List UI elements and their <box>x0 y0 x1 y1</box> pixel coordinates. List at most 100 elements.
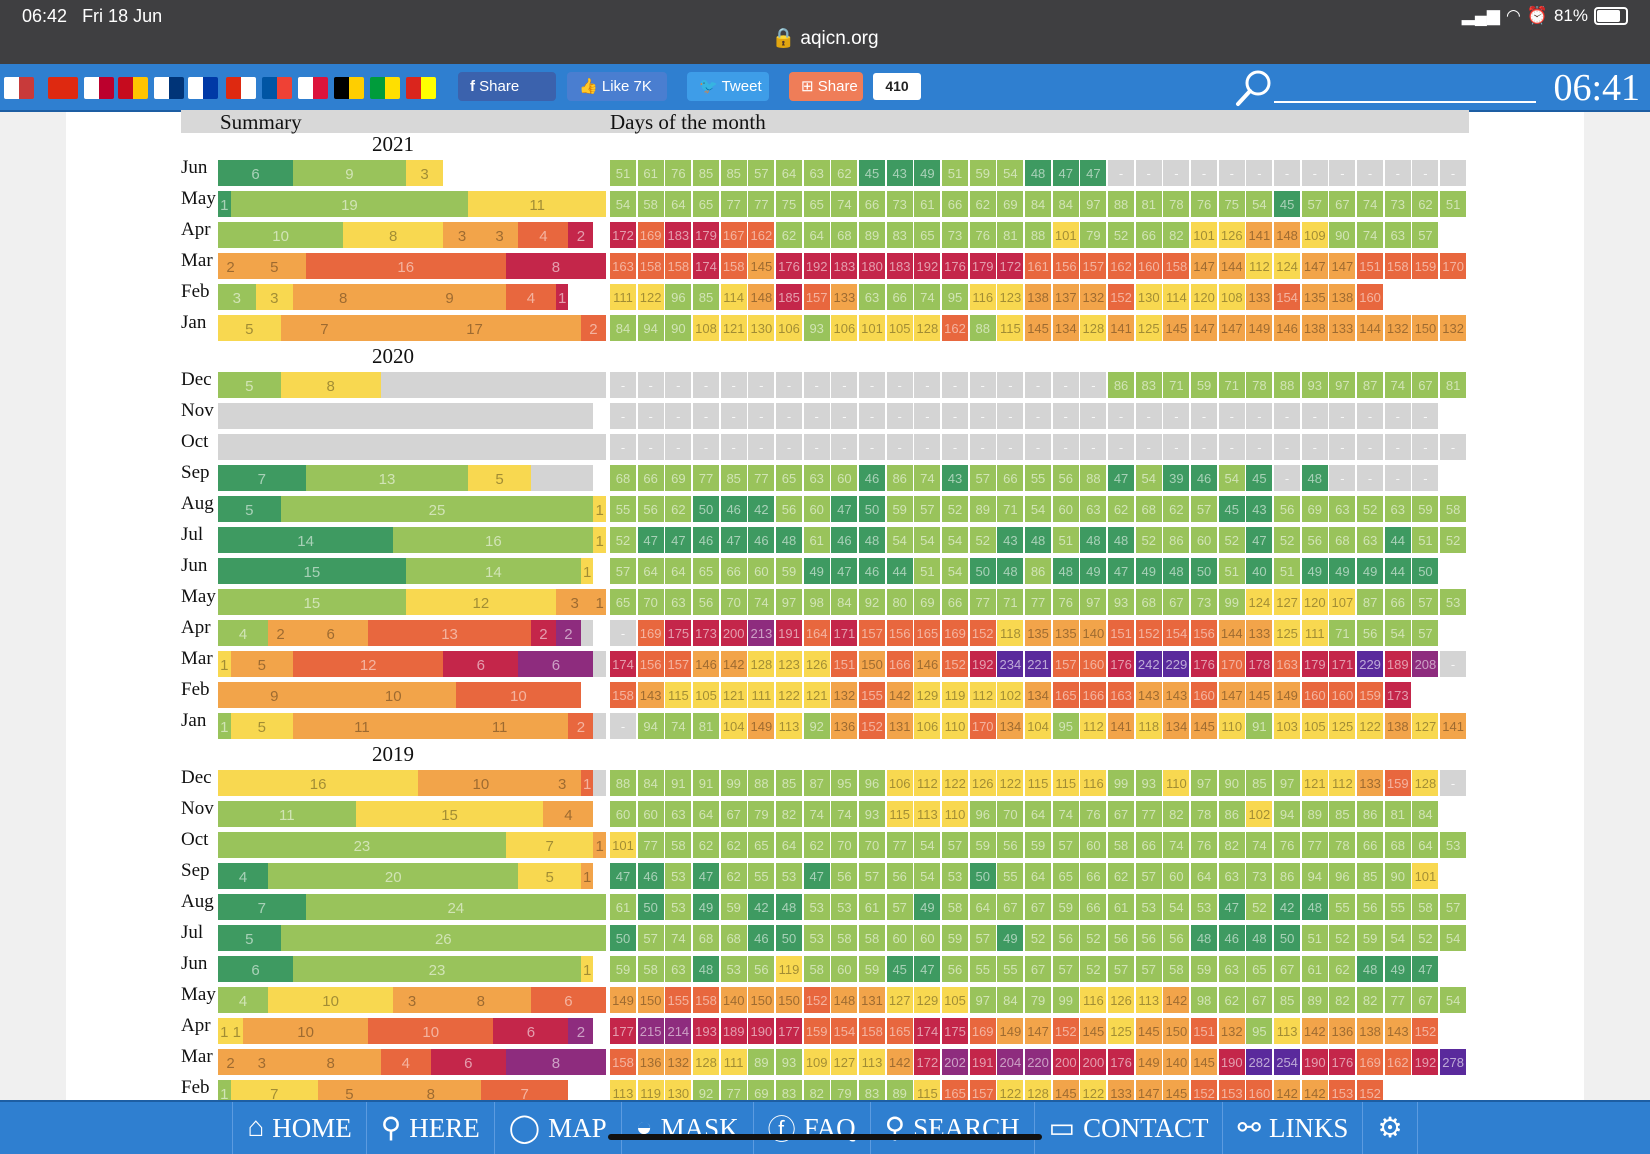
day-cell[interactable]: 151 <box>1191 1018 1218 1044</box>
day-cell[interactable]: 128 <box>693 1049 719 1075</box>
day-cell[interactable]: 77 <box>1384 987 1411 1013</box>
day-cell[interactable]: 52 <box>969 527 996 553</box>
day-cell[interactable]: 48 <box>1108 527 1135 553</box>
day-cell[interactable]: 254 <box>1274 1049 1301 1075</box>
day-cell[interactable]: 66 <box>1080 894 1107 920</box>
day-cell[interactable]: - <box>969 434 996 460</box>
day-cell[interactable]: - <box>1135 434 1162 460</box>
day-cell[interactable]: 134 <box>1052 315 1079 341</box>
month-summary-bar[interactable]: 15 12 3 1 <box>218 589 606 615</box>
day-cell[interactable]: 48 <box>1246 925 1273 951</box>
day-cell[interactable]: 56 <box>831 863 858 889</box>
day-cell[interactable]: 97 <box>1274 770 1301 796</box>
day-cell[interactable]: 83 <box>1135 372 1162 398</box>
day-cell[interactable]: 52 <box>1440 527 1467 553</box>
day-cell[interactable]: 49 <box>914 894 941 920</box>
day-cell[interactable]: - <box>803 403 830 429</box>
day-cell[interactable]: 47 <box>831 558 858 584</box>
day-cell[interactable]: 142 <box>1301 1080 1328 1100</box>
day-cell[interactable]: 234 <box>997 651 1024 677</box>
day-cell[interactable]: 123 <box>997 284 1024 310</box>
day-cell[interactable]: 88 <box>1025 222 1052 248</box>
day-cell[interactable]: 90 <box>665 315 692 341</box>
day-cell[interactable]: 104 <box>720 713 747 739</box>
day-cell[interactable]: 108 <box>693 315 719 341</box>
day-cell[interactable]: - <box>803 372 830 398</box>
day-cell[interactable]: 158 <box>1384 253 1411 279</box>
china-flag[interactable] <box>48 77 78 99</box>
day-cell[interactable]: 149 <box>748 713 775 739</box>
day-cell[interactable]: 158 <box>859 1018 886 1044</box>
day-cell[interactable]: - <box>1163 434 1190 460</box>
day-cell[interactable]: 191 <box>969 1049 996 1075</box>
france-flag[interactable] <box>262 77 292 99</box>
day-cell[interactable]: 47 <box>914 956 941 982</box>
day-cell[interactable]: 53 <box>720 956 747 982</box>
day-cell[interactable]: 149 <box>610 987 636 1013</box>
day-cell[interactable]: 214 <box>665 1018 692 1044</box>
month-summary-bar[interactable]: 23 7 1 <box>218 832 606 858</box>
day-cell[interactable]: 50 <box>1274 925 1301 951</box>
day-cell[interactable]: 52 <box>1246 894 1273 920</box>
day-cell[interactable]: 177 <box>776 1018 803 1044</box>
day-cell[interactable]: 145 <box>1191 713 1218 739</box>
day-cell[interactable]: 157 <box>1052 651 1079 677</box>
day-cell[interactable]: 90 <box>1218 770 1245 796</box>
day-cell[interactable]: 113 <box>1135 987 1162 1013</box>
day-cell[interactable]: 60 <box>831 956 858 982</box>
day-cell[interactable]: 59 <box>610 956 636 982</box>
day-cell[interactable]: 50 <box>1412 558 1439 584</box>
month-summary-bar[interactable] <box>218 434 606 460</box>
day-cell[interactable]: 97 <box>1329 372 1356 398</box>
vietnam-flag[interactable] <box>406 77 436 99</box>
day-cell[interactable]: 120 <box>1301 589 1328 615</box>
day-cell[interactable]: 54 <box>914 863 941 889</box>
tweet-button[interactable]: 🐦 Tweet <box>687 72 769 101</box>
day-cell[interactable]: - <box>969 372 996 398</box>
day-cell[interactable]: 50 <box>969 558 996 584</box>
day-cell[interactable]: 142 <box>1301 1018 1328 1044</box>
day-cell[interactable]: 46 <box>859 465 886 491</box>
day-cell[interactable]: 78 <box>1329 832 1356 858</box>
day-cell[interactable]: 56 <box>637 496 664 522</box>
day-cell[interactable]: 86 <box>1274 863 1301 889</box>
day-cell[interactable]: 63 <box>1218 863 1245 889</box>
day-cell[interactable]: 115 <box>1025 770 1052 796</box>
day-cell[interactable]: 48 <box>1163 558 1190 584</box>
day-cell[interactable]: 83 <box>776 1080 803 1100</box>
day-cell[interactable]: - <box>1329 434 1356 460</box>
day-cell[interactable]: 63 <box>1384 222 1411 248</box>
day-cell[interactable]: 89 <box>886 1080 913 1100</box>
day-cell[interactable]: 76 <box>1052 589 1079 615</box>
day-cell[interactable]: - <box>1412 434 1439 460</box>
day-cell[interactable]: 142 <box>1274 1080 1301 1100</box>
day-cell[interactable]: 126 <box>803 651 830 677</box>
day-cell[interactable]: 103 <box>1274 713 1301 739</box>
day-cell[interactable]: 62 <box>831 160 858 186</box>
day-cell[interactable]: 99 <box>1052 987 1079 1013</box>
day-cell[interactable]: 145 <box>1080 1018 1107 1044</box>
day-cell[interactable]: 54 <box>914 527 941 553</box>
day-cell[interactable]: 53 <box>665 863 692 889</box>
day-cell[interactable]: - <box>1135 403 1162 429</box>
day-cell[interactable]: 152 <box>969 620 996 646</box>
month-summary-bar[interactable]: 5 7 17 2 <box>218 315 606 341</box>
day-cell[interactable]: 70 <box>859 832 886 858</box>
day-cell[interactable]: 124 <box>1274 253 1301 279</box>
day-cell[interactable]: 145 <box>1191 1049 1218 1075</box>
day-cell[interactable]: 130 <box>665 1080 692 1100</box>
nav-mask[interactable]: ◒ MASK <box>620 1102 753 1154</box>
day-cell[interactable]: 82 <box>1218 832 1245 858</box>
day-cell[interactable]: 146 <box>693 651 719 677</box>
day-cell[interactable]: 40 <box>1246 558 1273 584</box>
day-cell[interactable]: 151 <box>1357 253 1384 279</box>
day-cell[interactable]: - <box>1246 160 1273 186</box>
day-cell[interactable]: 45 <box>1218 496 1245 522</box>
day-cell[interactable]: 52 <box>1080 925 1107 951</box>
day-cell[interactable]: 47 <box>831 496 858 522</box>
day-cell[interactable]: 129 <box>914 682 941 708</box>
day-cell[interactable]: - <box>1135 160 1162 186</box>
day-cell[interactable]: 56 <box>1052 925 1079 951</box>
month-summary-bar[interactable]: 9 10 10 <box>218 682 606 708</box>
day-cell[interactable]: 74 <box>1384 372 1411 398</box>
